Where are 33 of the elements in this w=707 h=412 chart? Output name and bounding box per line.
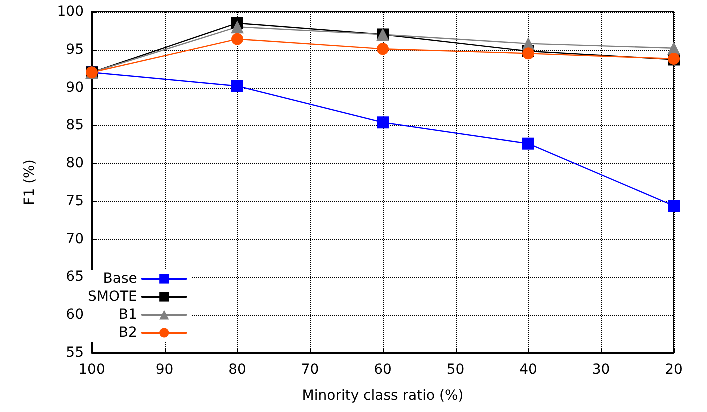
point	[377, 116, 389, 129]
y-axis-title: F1 (%)	[22, 160, 38, 206]
x-tick-label: 80	[228, 362, 246, 378]
y-tick-label: 85	[66, 118, 84, 134]
y-tick-label: 65	[66, 269, 84, 286]
y-tick-label: 55	[66, 345, 84, 361]
legend-label: Base	[103, 271, 138, 287]
point	[522, 138, 534, 150]
y-tick-label: 100	[57, 4, 84, 20]
y-tick-label: 80	[66, 156, 84, 172]
point	[231, 20, 244, 34]
x-tick-label: 60	[374, 362, 392, 378]
x-axis-title: Minority class ratio (%)	[302, 388, 464, 404]
x-tick-label: 20	[665, 362, 683, 378]
y-tick-label: 75	[66, 193, 84, 210]
x-tick-label: 40	[520, 362, 538, 378]
x-tick-label: 30	[592, 362, 610, 378]
legend-label: SMOTE	[88, 289, 138, 305]
y-tick-label: 60	[66, 307, 84, 324]
legend-label: B2	[118, 325, 138, 341]
y-tick-label: 90	[66, 80, 84, 96]
y-tick-label: 95	[66, 42, 84, 58]
point	[522, 48, 534, 60]
x-tick-label: 100	[78, 362, 106, 378]
point	[232, 33, 244, 46]
y-tick-label: 70	[66, 231, 84, 248]
x-tick-label: 70	[301, 362, 320, 378]
point	[232, 80, 244, 92]
point	[377, 43, 389, 56]
point	[668, 200, 680, 212]
legend-label: B1	[118, 307, 138, 323]
x-tick-label: 90	[156, 362, 174, 378]
x-tick-label: 50	[446, 362, 465, 378]
